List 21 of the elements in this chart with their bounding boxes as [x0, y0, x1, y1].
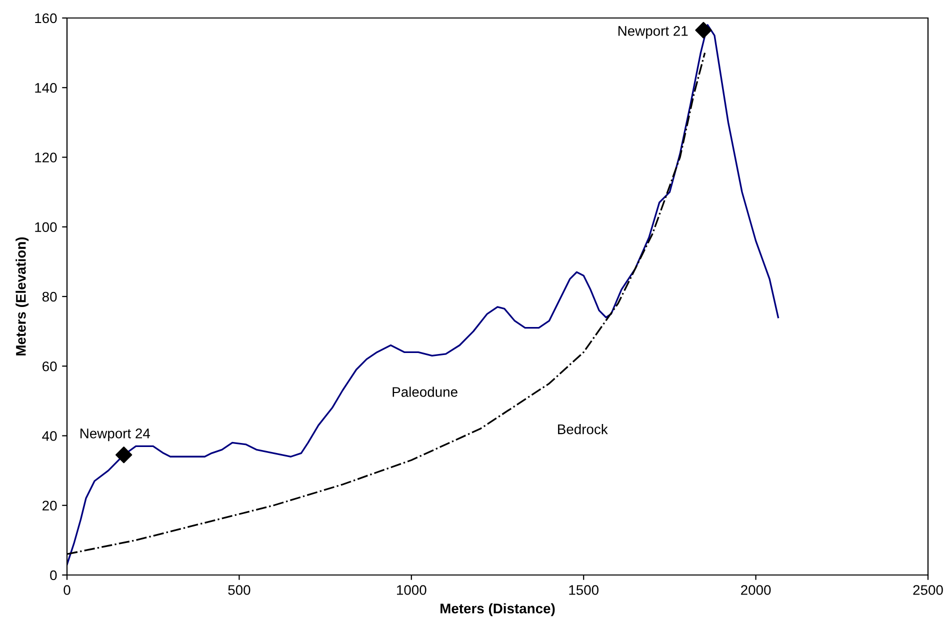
y-tick-label: 20 — [42, 500, 57, 511]
x-tick-label: 0 — [64, 585, 70, 595]
series-label: Newport 21 — [618, 26, 688, 39]
x-tick-label: 500 — [228, 585, 250, 595]
x-tick-label: 2000 — [741, 585, 771, 595]
y-tick-label: 80 — [42, 292, 57, 302]
x-tick-label: 1000 — [397, 585, 426, 595]
y-tick-label: 0 — [50, 570, 57, 580]
y-axis-title: Meters (Elevation) — [16, 237, 29, 356]
text: Paleodune — [392, 386, 458, 397]
y-tick-label: 60 — [42, 361, 57, 372]
x-tick-label: 2500 — [913, 585, 943, 595]
y-tick-label: 160 — [35, 13, 57, 24]
text: Bedrock — [558, 424, 608, 434]
y-tick-label: 40 — [42, 431, 57, 441]
x-axis-title: Meters (Distance) — [440, 603, 555, 616]
y-tick-label: 100 — [35, 222, 57, 232]
x-tick-label: 1500 — [569, 585, 599, 595]
series-label: Newport 24 — [80, 428, 150, 442]
y-tick-label: 140 — [35, 82, 57, 93]
y-tick-label: 120 — [35, 152, 57, 162]
